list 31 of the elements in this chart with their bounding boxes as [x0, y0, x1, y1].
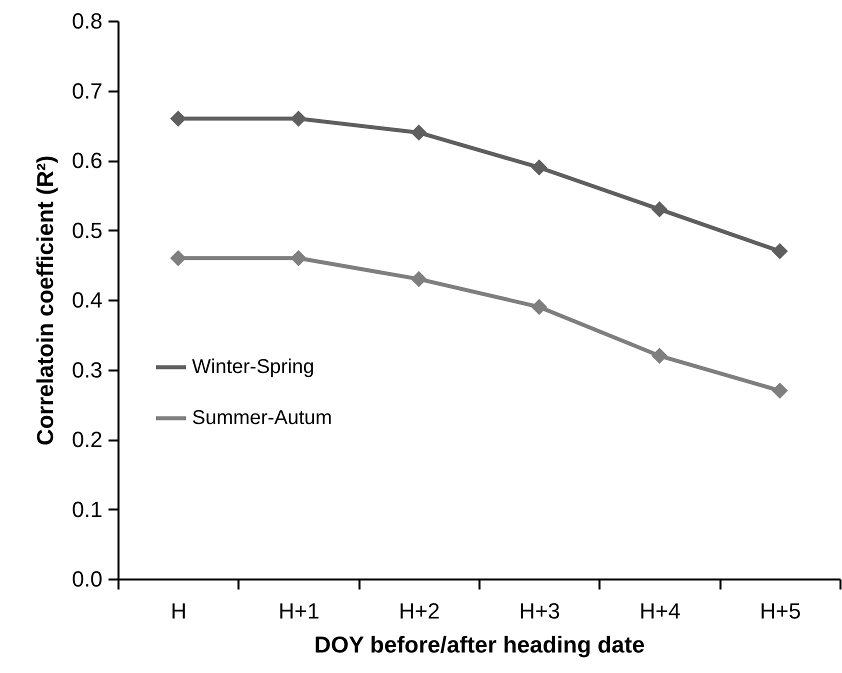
- y-tick-label: 0.6: [72, 148, 102, 173]
- point: [772, 243, 788, 260]
- point: [531, 159, 548, 176]
- point: [651, 348, 668, 364]
- point: [170, 110, 186, 127]
- point: [531, 298, 548, 316]
- y-tick-label: 0.1: [72, 496, 102, 522]
- y-tick-label: 0.4: [72, 288, 102, 312]
- y-tick-label: 0.5: [72, 218, 102, 243]
- x-axis-title: DOY before/after heading date: [314, 632, 645, 658]
- point: [290, 110, 307, 127]
- point: [290, 250, 307, 266]
- y-axis-title: Correlatoin coefficient (R²): [32, 155, 58, 446]
- x-tick-label: H+4: [640, 598, 680, 624]
- legend-label: Summer-Autum: [192, 407, 332, 430]
- y-tick-label: 0.0: [72, 566, 102, 592]
- legend-label: Winter-Spring: [192, 356, 314, 378]
- y-tick-label: 0.8: [72, 8, 102, 34]
- point: [651, 201, 668, 218]
- point: [772, 382, 788, 399]
- x-tick-label: H: [170, 598, 187, 624]
- point: [410, 271, 427, 288]
- point: [410, 124, 427, 141]
- y-tick-label: 0.7: [72, 78, 102, 104]
- x-tick-label: H+3: [519, 598, 560, 624]
- y-tick-label: 0.2: [72, 427, 102, 452]
- x-tick-label: H+2: [398, 598, 440, 624]
- x-tick-label: H+1: [278, 598, 320, 624]
- x-tick-label: H+5: [760, 598, 801, 624]
- y-tick-label: 0.3: [72, 357, 102, 382]
- point: [170, 250, 186, 266]
